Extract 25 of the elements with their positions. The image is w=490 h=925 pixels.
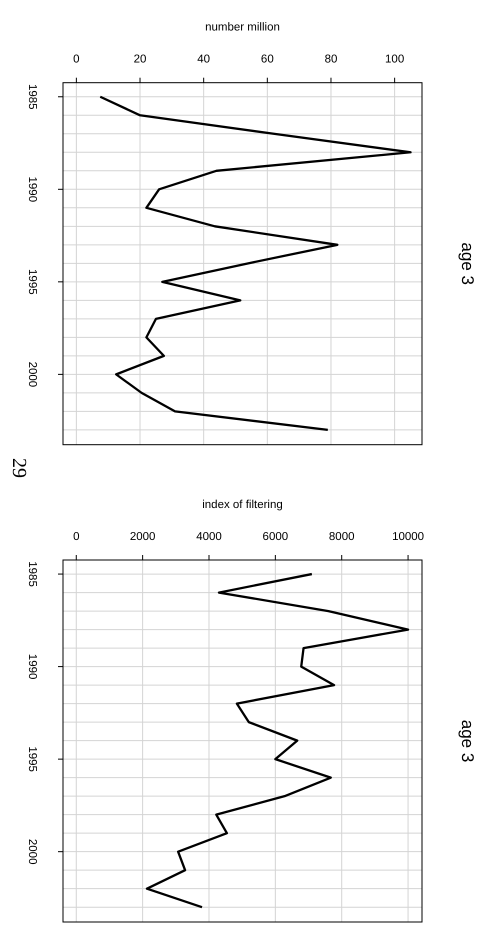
- y-tick-label: 1990: [26, 654, 38, 680]
- y2-axis-title: age 3: [458, 242, 477, 285]
- x-tick-label: 4000: [196, 531, 222, 543]
- x-tick-label: 0: [73, 531, 80, 543]
- x-tick-label: 100: [385, 54, 404, 66]
- x-tick-label: 60: [260, 54, 274, 66]
- text: 29: [8, 458, 30, 478]
- x-tick-label: 20: [134, 54, 146, 66]
- x-axis-title: number million: [205, 22, 280, 34]
- x-tick-label: 10000: [392, 531, 424, 543]
- y-tick-label: 1995: [26, 746, 38, 772]
- x-tick-label: 8000: [328, 531, 355, 543]
- y-tick-label: 1985: [26, 561, 38, 587]
- x-tick-label: 2000: [130, 531, 156, 543]
- x-axis-title: index of filtering: [202, 499, 283, 511]
- y-tick-label: 1985: [26, 84, 38, 110]
- y2-axis-title: age 3: [458, 720, 477, 762]
- y-tick-label: 2000: [26, 362, 38, 388]
- y-tick-label: 1990: [26, 176, 38, 202]
- x-tick-label: 40: [197, 54, 210, 66]
- y-tick-label: 1995: [26, 269, 38, 295]
- x-tick-label: 0: [73, 54, 80, 66]
- y-tick-label: 2000: [26, 838, 38, 864]
- x-tick-label: 6000: [262, 531, 288, 543]
- x-tick-label: 80: [324, 54, 338, 66]
